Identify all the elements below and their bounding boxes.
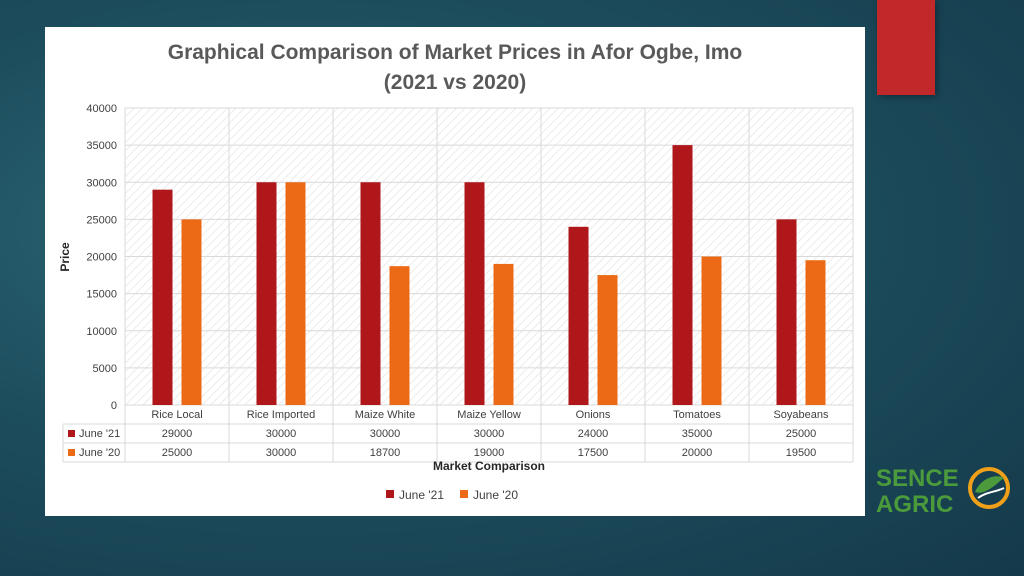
bar xyxy=(360,182,381,405)
legend-swatch xyxy=(460,490,468,498)
y-tick-label: 20000 xyxy=(86,252,117,264)
y-tick-label: 5000 xyxy=(93,363,117,375)
accent-tab xyxy=(877,0,935,95)
bar xyxy=(597,275,618,405)
data-label: 20000 xyxy=(682,447,713,459)
data-label: 17500 xyxy=(578,447,609,459)
data-label: 30000 xyxy=(370,428,401,440)
data-label: 35000 xyxy=(682,428,713,440)
chart-card: Graphical Comparison of Market Prices in… xyxy=(45,27,865,516)
bar xyxy=(256,182,277,405)
data-label: 30000 xyxy=(474,428,505,440)
data-label: 19500 xyxy=(786,447,817,459)
y-tick-label: 30000 xyxy=(86,177,117,189)
table-legend-key xyxy=(68,430,75,437)
y-tick-label: 25000 xyxy=(86,214,117,226)
data-label: 30000 xyxy=(266,447,297,459)
legend-label: June '21 xyxy=(399,488,444,502)
table-legend-key xyxy=(68,449,75,456)
bar xyxy=(776,219,797,405)
chart-title-line2: (2021 vs 2020) xyxy=(384,71,526,94)
x-tick-label: Rice Local xyxy=(151,409,202,421)
table-series-label: June '20 xyxy=(79,447,120,459)
data-label: 29000 xyxy=(162,428,193,440)
bar xyxy=(672,145,693,405)
y-tick-label: 15000 xyxy=(86,289,117,301)
bar xyxy=(181,219,202,405)
bar xyxy=(805,260,826,405)
y-tick-label: 10000 xyxy=(86,326,117,338)
legend-label: June '20 xyxy=(473,488,518,502)
bar xyxy=(493,263,514,405)
data-label: 19000 xyxy=(474,447,505,459)
bar xyxy=(464,182,485,405)
data-label: 25000 xyxy=(786,428,817,440)
data-label: 24000 xyxy=(578,428,609,440)
bar xyxy=(285,182,306,405)
x-tick-label: Tomatoes xyxy=(673,409,721,421)
logo-text-line2: AGRIC xyxy=(876,491,953,518)
bar-chart: Graphical Comparison of Market Prices in… xyxy=(58,41,854,502)
y-tick-label: 35000 xyxy=(86,140,117,152)
bar xyxy=(152,189,173,405)
x-tick-label: Soyabeans xyxy=(773,409,829,421)
logo-text-line1: SENCE xyxy=(876,465,959,492)
y-tick-label: 0 xyxy=(111,400,117,412)
legend-swatch xyxy=(386,490,394,498)
bar xyxy=(701,256,722,405)
bar xyxy=(389,266,410,405)
x-axis-label: Market Comparison xyxy=(433,459,545,473)
data-label: 25000 xyxy=(162,447,193,459)
leaf-in-circle-icon xyxy=(968,467,1010,509)
x-tick-label: Maize White xyxy=(355,409,416,421)
y-tick-label: 40000 xyxy=(86,103,117,115)
x-tick-label: Rice Imported xyxy=(247,409,315,421)
x-tick-label: Onions xyxy=(576,409,611,421)
data-label: 30000 xyxy=(266,428,297,440)
bar xyxy=(568,226,589,405)
y-axis-label: Price xyxy=(58,242,72,272)
sence-agric-logo: SENCE AGRIC xyxy=(874,462,1014,518)
table-series-label: June '21 xyxy=(79,428,120,440)
chart-title-line1: Graphical Comparison of Market Prices in… xyxy=(168,41,743,64)
data-label: 18700 xyxy=(370,447,401,459)
x-tick-label: Maize Yellow xyxy=(457,409,521,421)
